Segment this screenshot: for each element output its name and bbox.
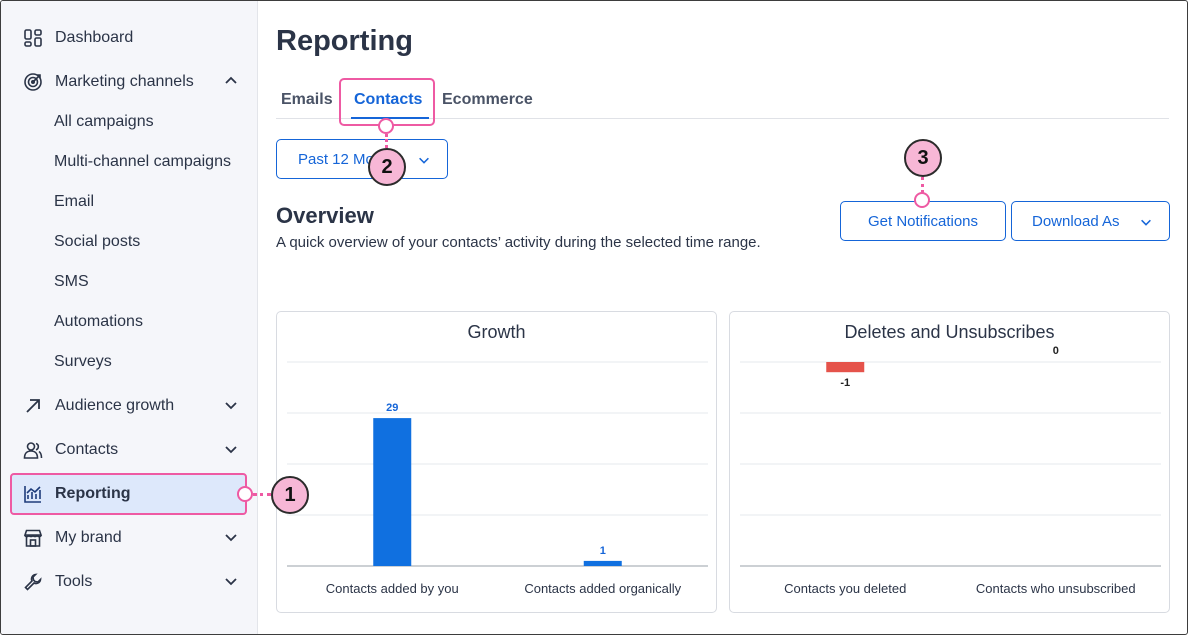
store-icon xyxy=(22,527,44,549)
tab-bar: Emails Contacts Ecommerce xyxy=(276,81,1169,119)
sidebar-item-my-brand[interactable]: My brand xyxy=(13,519,245,557)
callout-connector xyxy=(253,493,271,496)
active-tab-underline xyxy=(351,117,429,119)
category-label: Contacts you deleted xyxy=(784,581,906,596)
chart-bar xyxy=(826,362,865,373)
chevron-down-icon xyxy=(225,578,237,586)
wrench-icon xyxy=(22,571,44,593)
sidebar-item-reporting[interactable]: Reporting xyxy=(10,473,247,515)
dashboard-icon xyxy=(22,27,44,49)
data-label: 0 xyxy=(1053,345,1059,357)
sidebar: Dashboard Marketing channels All campaig… xyxy=(1,1,258,634)
chevron-down-icon xyxy=(225,446,237,454)
chevron-down-icon xyxy=(225,534,237,542)
chevron-down-icon xyxy=(1141,219,1151,226)
contacts-icon xyxy=(22,439,44,461)
sidebar-item-label: Marketing channels xyxy=(55,73,194,90)
sidebar-item-label: Contacts xyxy=(55,441,119,458)
deletes-chart-card: -1 Contacts you deleted 0 Contacts who unsu… xyxy=(729,311,1170,613)
sidebar-item-label: Dashboard xyxy=(55,29,134,46)
chevron-down-icon xyxy=(419,157,429,164)
sidebar-subitem-all-campaigns[interactable]: All campaigns xyxy=(54,113,154,130)
callout-anchor-ring xyxy=(378,118,394,134)
callout-badge: 2 xyxy=(368,148,406,186)
chevron-down-icon xyxy=(225,402,237,410)
chart-bar xyxy=(373,418,412,566)
callout-anchor-ring xyxy=(914,192,930,208)
data-label: 1 xyxy=(600,545,606,557)
sidebar-item-dashboard[interactable]: Dashboard xyxy=(13,19,245,57)
category-label: Contacts who unsubscribed xyxy=(976,581,1136,596)
deletes-chart: -1 Contacts you deleted 0 Contacts who unsu… xyxy=(740,345,1161,596)
sidebar-item-marketing-channels[interactable]: Marketing channels xyxy=(13,63,245,101)
callout-badge: 3 xyxy=(904,139,942,177)
sidebar-item-contacts[interactable]: Contacts xyxy=(13,431,245,469)
sidebar-subitem-email[interactable]: Email xyxy=(54,193,95,210)
growth-chart: 29 Contacts added by you 1 Contacts added o… xyxy=(287,361,708,596)
sidebar-subitem-sms[interactable]: SMS xyxy=(54,273,89,290)
sidebar-item-label: Audience growth xyxy=(55,397,175,414)
tab-emails[interactable]: Emails xyxy=(281,91,333,108)
tab-ecommerce[interactable]: Ecommerce xyxy=(442,91,533,108)
arrow-up-right-icon xyxy=(22,395,44,417)
tab-contacts[interactable]: Contacts xyxy=(354,91,423,108)
callout-badge: 1 xyxy=(271,476,309,514)
callout-connector xyxy=(921,177,924,193)
chart-title: Growth xyxy=(467,322,526,342)
data-label: 29 xyxy=(386,402,398,414)
chart-title: Deletes and Unsubscribes xyxy=(844,322,1055,342)
download-as-label: Download As xyxy=(1032,212,1120,230)
chart-bar xyxy=(583,560,622,566)
sidebar-item-tools[interactable]: Tools xyxy=(13,563,245,601)
chevron-up-icon xyxy=(225,76,237,84)
category-label: Contacts added by you xyxy=(326,581,459,596)
sidebar-subitem-automations[interactable]: Automations xyxy=(54,313,143,330)
date-range-select[interactable]: Past 12 Months xyxy=(276,139,448,179)
callout-anchor-ring xyxy=(237,486,253,502)
overview-title: Overview xyxy=(276,203,374,228)
growth-chart-card: 29 Contacts added by you 1 Contacts added o… xyxy=(276,311,717,613)
sidebar-subitem-surveys[interactable]: Surveys xyxy=(54,353,112,370)
data-label: -1 xyxy=(840,377,850,389)
callout-connector xyxy=(385,134,388,148)
overview-description: A quick overview of your contacts’ activ… xyxy=(276,234,761,251)
sidebar-item-label: Tools xyxy=(55,573,93,590)
sidebar-subitem-social-posts[interactable]: Social posts xyxy=(54,233,141,250)
sidebar-subitem-multi-channel-campaigns[interactable]: Multi-channel campaigns xyxy=(54,153,231,170)
download-as-button[interactable]: Download As xyxy=(1011,201,1170,241)
target-icon xyxy=(22,71,44,93)
sidebar-item-label: Reporting xyxy=(55,485,131,502)
page-title: Reporting xyxy=(276,25,413,57)
category-label: Contacts added organically xyxy=(524,581,681,596)
main-content: Reporting Emails Contacts Ecommerce Past… xyxy=(259,1,1187,634)
reporting-icon xyxy=(22,483,44,505)
sidebar-item-audience-growth[interactable]: Audience growth xyxy=(13,387,245,425)
sidebar-item-label: My brand xyxy=(55,529,122,546)
